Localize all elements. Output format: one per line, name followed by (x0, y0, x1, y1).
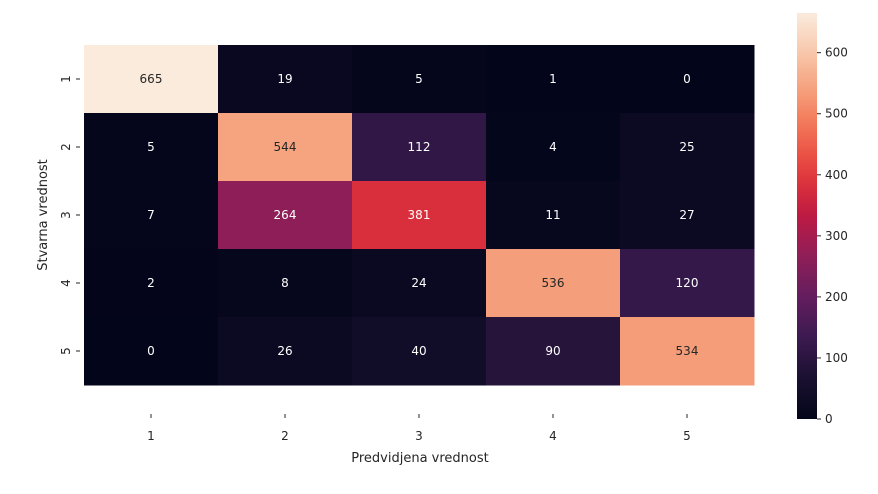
colorbar-tick-label: 300 (825, 229, 848, 243)
cell-value-label: 120 (676, 276, 699, 290)
y-axis-title: Stvarna vrednost (36, 159, 51, 271)
cell-value-label: 40 (411, 344, 426, 358)
heatmap-cell (620, 317, 755, 386)
heatmap-cell (218, 249, 353, 318)
colorbar-gradient (797, 13, 817, 419)
cell-value-label: 2 (147, 276, 155, 290)
cell-value-label: 4 (549, 140, 557, 154)
heatmap-cell (84, 181, 219, 250)
heatmap-cell (352, 181, 487, 250)
y-tick-label: 1 (59, 75, 73, 83)
y-tick-label: 4 (59, 279, 73, 287)
cell-value-label: 19 (277, 72, 292, 86)
heatmap-cell (352, 45, 487, 114)
heatmap-cell (218, 181, 353, 250)
cell-value-label: 1 (549, 72, 557, 86)
colorbar-tick-label: 600 (825, 46, 848, 60)
heatmap-cell (218, 317, 353, 386)
cell-value-label: 0 (147, 344, 155, 358)
cell-value-label: 112 (408, 140, 431, 154)
colorbar-tick-label: 100 (825, 351, 848, 365)
y-tick-label: 5 (59, 347, 73, 355)
heatmap-cell (620, 249, 755, 318)
heatmap-cell (486, 317, 621, 386)
heatmap-cell (486, 181, 621, 250)
colorbar-tick-label: 400 (825, 168, 848, 182)
heatmap-cell (486, 45, 621, 114)
cell-value-label: 90 (545, 344, 560, 358)
cell-value-label: 536 (542, 276, 565, 290)
cell-value-label: 5 (415, 72, 423, 86)
heatmap-cell (84, 113, 219, 182)
cell-value-label: 7 (147, 208, 155, 222)
x-axis-title: Predvidjena vrednost (351, 451, 489, 466)
heatmap-cell (352, 113, 487, 182)
cell-value-label: 24 (411, 276, 426, 290)
colorbar: 0 100 200 300 400 500 600 (797, 13, 848, 426)
cell-value-label: 11 (545, 208, 560, 222)
x-tick-label: 5 (683, 429, 691, 443)
y-tick-label: 3 (59, 211, 73, 219)
x-tick-label: 3 (415, 429, 423, 443)
y-axis: 1 2 3 4 5 (59, 75, 80, 355)
cell-value-label: 27 (679, 208, 694, 222)
cell-value-label: 8 (281, 276, 289, 290)
cell-value-label: 26 (277, 344, 292, 358)
colorbar-tick-label: 500 (825, 107, 848, 121)
heatmap-cell (84, 45, 219, 114)
cell-value-labels: 665 19 5 1 0 5 544 112 4 25 7 264 381 11 27 2 8 24 536 120 0… (140, 72, 699, 358)
heatmap-cell (352, 317, 487, 386)
cell-value-label: 544 (274, 140, 297, 154)
heatmap-cell (218, 113, 353, 182)
cell-value-label: 534 (676, 344, 699, 358)
colorbar-tick-label: 0 (825, 412, 833, 426)
x-tick-label: 1 (147, 429, 155, 443)
x-tick-label: 4 (549, 429, 557, 443)
heatmap-cell (486, 113, 621, 182)
heatmap-cells (84, 45, 755, 386)
cell-value-label: 5 (147, 140, 155, 154)
heatmap-cell (620, 113, 755, 182)
heatmap-cell (218, 45, 353, 114)
cell-value-label: 264 (274, 208, 297, 222)
colorbar-tick-label: 200 (825, 290, 848, 304)
x-tick-label: 2 (281, 429, 289, 443)
heatmap-cell (620, 181, 755, 250)
heatmap-cell (84, 249, 219, 318)
heatmap-cell (486, 249, 621, 318)
heatmap-cell (352, 249, 487, 318)
x-axis: 1 2 3 4 5 (147, 414, 691, 443)
cell-value-label: 381 (408, 208, 431, 222)
heatmap-cell (620, 45, 755, 114)
cell-value-label: 0 (683, 72, 691, 86)
cell-value-label: 665 (140, 72, 163, 86)
y-tick-label: 2 (59, 143, 73, 151)
cell-value-label: 25 (679, 140, 694, 154)
heatmap-cell (84, 317, 219, 386)
